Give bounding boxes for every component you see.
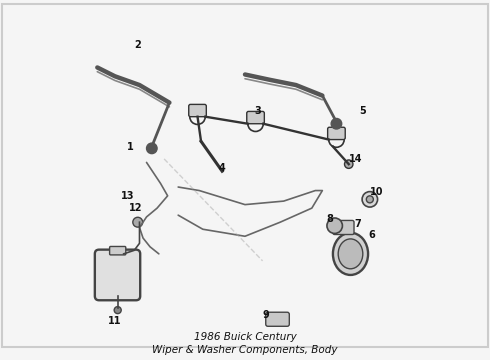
Text: 14: 14 [349, 154, 363, 164]
FancyBboxPatch shape [189, 104, 206, 117]
Text: 6: 6 [368, 230, 375, 239]
Ellipse shape [333, 233, 368, 275]
FancyBboxPatch shape [266, 312, 289, 326]
FancyBboxPatch shape [328, 127, 345, 140]
Circle shape [362, 192, 378, 207]
FancyBboxPatch shape [95, 249, 140, 300]
Text: 10: 10 [370, 187, 384, 197]
Text: 13: 13 [121, 191, 134, 201]
Circle shape [367, 196, 373, 203]
Circle shape [327, 218, 343, 233]
Circle shape [114, 307, 121, 314]
Text: 9: 9 [263, 310, 270, 320]
Circle shape [133, 217, 143, 227]
FancyBboxPatch shape [110, 247, 126, 255]
Circle shape [147, 143, 157, 154]
FancyBboxPatch shape [247, 112, 264, 124]
Circle shape [331, 118, 342, 129]
Text: 1: 1 [127, 141, 134, 152]
Text: 2: 2 [134, 40, 141, 50]
Text: 11: 11 [108, 316, 122, 326]
Text: 12: 12 [129, 203, 143, 213]
Text: 7: 7 [354, 219, 361, 229]
Text: 8: 8 [326, 214, 333, 224]
Text: 1986 Buick Century
Wiper & Washer Components, Body: 1986 Buick Century Wiper & Washer Compon… [152, 332, 338, 355]
Text: 4: 4 [219, 163, 225, 173]
Text: 3: 3 [254, 107, 261, 116]
Text: 5: 5 [360, 107, 366, 116]
Ellipse shape [338, 239, 363, 269]
FancyBboxPatch shape [333, 220, 354, 234]
Circle shape [344, 160, 353, 168]
